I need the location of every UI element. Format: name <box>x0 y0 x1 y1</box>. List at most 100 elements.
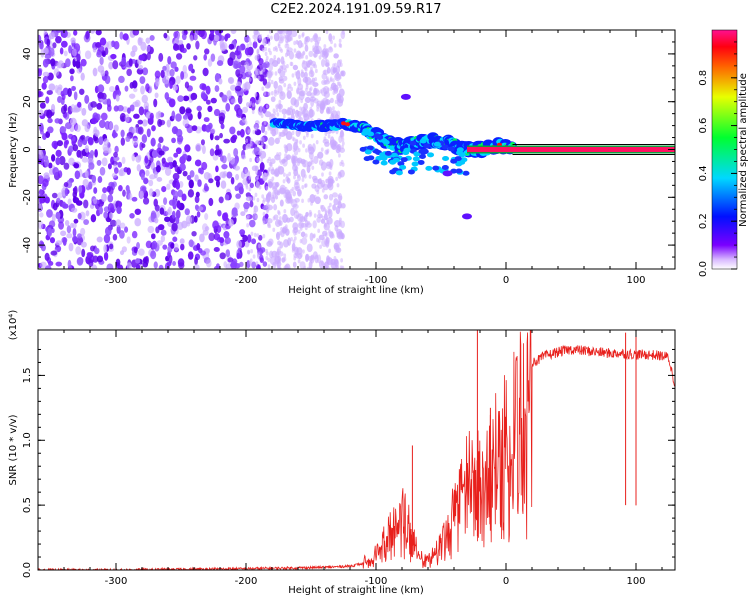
noise-speck <box>39 212 44 218</box>
ridge-branch <box>413 151 421 157</box>
noise-speck <box>164 92 170 100</box>
noise-speck <box>131 45 138 53</box>
noise-speck <box>237 95 243 105</box>
noise-speck <box>100 69 106 77</box>
noise-speck <box>203 172 211 180</box>
noise-speck <box>118 75 125 84</box>
ridge-branch <box>433 141 441 147</box>
noise-speck <box>282 159 288 167</box>
noise-speck <box>193 215 198 223</box>
noise-speck <box>292 190 297 197</box>
noise-speck <box>277 43 281 49</box>
noise-speck <box>320 218 326 224</box>
noise-speck <box>84 145 90 153</box>
noise-speck <box>72 190 78 199</box>
noise-speck <box>234 85 242 92</box>
noise-speck <box>266 208 269 214</box>
noise-speck <box>300 231 306 238</box>
noise-speck <box>247 234 252 243</box>
noise-speck <box>80 58 87 67</box>
noise-speck <box>298 213 301 218</box>
noise-speck <box>310 92 315 99</box>
noise-speck <box>74 170 81 180</box>
noise-speck <box>38 34 42 43</box>
noise-speck <box>310 38 313 43</box>
noise-speck <box>134 99 141 108</box>
noise-speck <box>190 93 195 101</box>
noise-speck <box>150 137 156 147</box>
noise-speck <box>260 247 266 253</box>
noise-speck <box>341 30 345 35</box>
noise-speck <box>335 71 340 80</box>
noise-speck <box>46 109 53 119</box>
noise-speck <box>244 169 248 174</box>
noise-speck <box>104 226 112 236</box>
noise-speck <box>163 32 168 39</box>
noise-speck <box>267 257 271 263</box>
noise-speck <box>249 157 253 163</box>
noise-speck <box>104 75 111 85</box>
noise-speck <box>304 87 308 93</box>
noise-speck <box>213 34 220 42</box>
noise-speck <box>252 41 258 49</box>
snr-y-tick-label: 1.0 <box>22 432 33 448</box>
noise-speck <box>291 186 295 192</box>
noise-speck <box>107 194 114 203</box>
noise-speck <box>259 34 263 39</box>
noise-speck <box>262 261 268 267</box>
noise-speck <box>47 227 53 237</box>
noise-speck <box>101 157 108 167</box>
ridge-branch <box>427 152 435 158</box>
colorbar: 0.0 0.2 0.4 0.6 0.8 Normalized spectral ampl… <box>698 29 749 277</box>
noise-speck <box>67 259 72 269</box>
noise-speck <box>304 225 308 231</box>
noise-speck <box>269 57 274 65</box>
noise-speck <box>267 91 271 97</box>
noise-speck <box>301 198 304 204</box>
noise-speck <box>331 142 337 151</box>
noise-speck <box>69 68 75 75</box>
noise-speck <box>254 170 258 175</box>
noise-speck <box>296 247 303 255</box>
ridge-mark <box>510 142 516 146</box>
noise-speck <box>119 31 124 40</box>
noise-speck <box>106 263 114 269</box>
noise-speck <box>325 47 329 53</box>
noise-speck <box>188 179 194 189</box>
noise-speck <box>305 148 308 153</box>
noise-speck <box>238 108 243 116</box>
noise-speck <box>276 112 280 117</box>
ridge-branch <box>432 165 440 171</box>
noise-speck <box>267 41 271 46</box>
ridge-branch <box>455 168 463 174</box>
noise-speck <box>49 47 55 57</box>
noise-speck <box>65 139 69 145</box>
noise-speck <box>84 124 90 133</box>
noise-speck <box>244 120 248 125</box>
noise-speck <box>253 205 257 211</box>
noise-speck <box>313 213 317 218</box>
noise-speck <box>235 173 240 181</box>
noise-speck <box>278 78 285 84</box>
noise-speck <box>41 82 47 90</box>
noise-speck <box>209 148 215 157</box>
noise-speck <box>55 240 63 246</box>
noise-speck <box>284 224 288 229</box>
noise-speck <box>316 216 321 223</box>
noise-speck <box>326 266 330 269</box>
noise-speck <box>339 204 343 209</box>
noise-speck <box>263 37 267 42</box>
noise-speck <box>107 163 112 170</box>
noise-speck <box>328 202 332 208</box>
noise-speck <box>171 126 179 135</box>
noise-speck <box>224 237 231 245</box>
spectrogram-image <box>38 30 675 269</box>
noise-speck <box>70 75 74 82</box>
noise-speck <box>284 68 287 73</box>
noise-speck <box>216 60 224 66</box>
noise-speck <box>284 228 290 236</box>
noise-speck <box>262 62 268 69</box>
noise-speck <box>282 75 288 81</box>
noise-speck <box>120 129 125 138</box>
noise-speck <box>298 52 302 57</box>
